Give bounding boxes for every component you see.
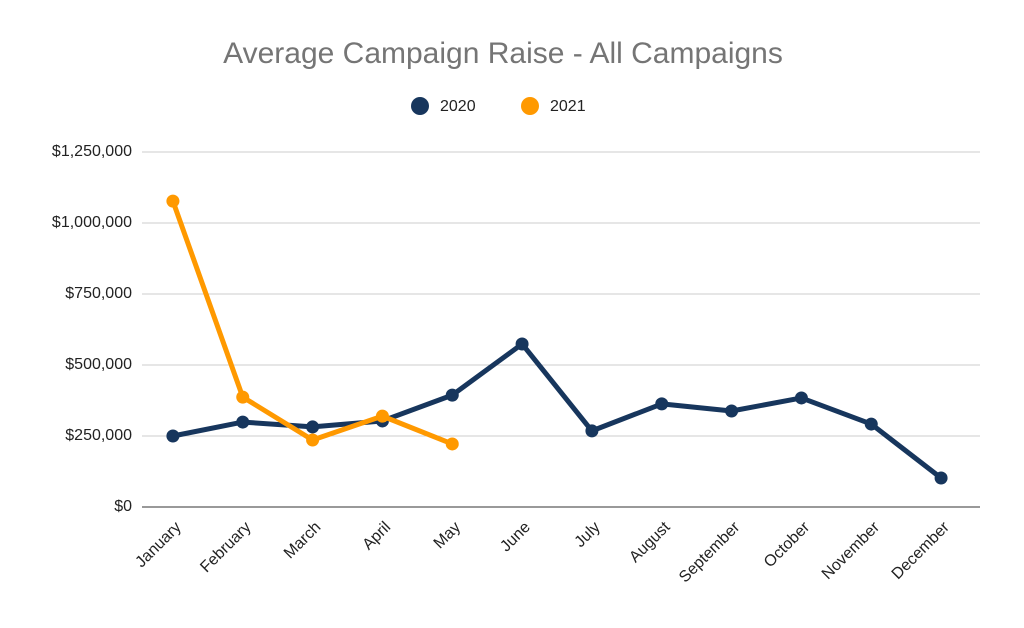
y-tick-label: $1,250,000 bbox=[52, 143, 132, 160]
data-point bbox=[306, 420, 320, 434]
data-point bbox=[445, 437, 459, 451]
data-point bbox=[864, 417, 878, 431]
data-point bbox=[236, 415, 250, 429]
legend-marker bbox=[521, 97, 539, 115]
legend-label: 2020 bbox=[440, 98, 476, 115]
data-point bbox=[585, 424, 599, 438]
data-point bbox=[166, 429, 180, 443]
series-line bbox=[172, 341, 943, 481]
data-point bbox=[375, 409, 389, 423]
data-point bbox=[655, 397, 669, 411]
data-point bbox=[515, 337, 529, 351]
data-point bbox=[166, 194, 180, 208]
y-tick-label: $750,000 bbox=[65, 285, 132, 302]
y-tick-label: $0 bbox=[114, 498, 132, 515]
y-tick-label: $500,000 bbox=[65, 356, 132, 373]
y-tick-label: $1,000,000 bbox=[52, 214, 132, 231]
legend-label: 2021 bbox=[550, 98, 586, 115]
y-tick-label: $250,000 bbox=[65, 427, 132, 444]
data-point bbox=[934, 471, 948, 485]
chart-title: Average Campaign Raise - All Campaigns bbox=[223, 37, 783, 70]
data-point bbox=[725, 404, 739, 418]
data-point bbox=[794, 391, 808, 405]
data-point bbox=[445, 388, 459, 402]
data-point bbox=[306, 433, 320, 447]
data-point bbox=[236, 390, 250, 404]
legend-marker bbox=[411, 97, 429, 115]
